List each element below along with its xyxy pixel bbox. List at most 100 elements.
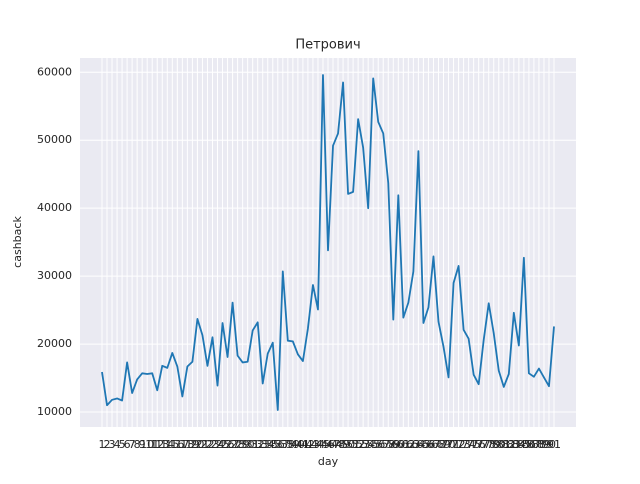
x-tick-label: 76 (472, 438, 486, 451)
x-tick-label: 58 (381, 438, 395, 451)
x-tick-label: 18 (180, 438, 194, 451)
x-tick-label: 59 (386, 438, 400, 451)
x-tick-label: 33 (256, 438, 270, 451)
x-tick-label: 85 (517, 438, 531, 451)
x-tick-label: 13 (155, 438, 169, 451)
x-tick-label: 27 (226, 438, 240, 451)
x-tick-label: 14 (160, 438, 174, 451)
x-tick-label: 37 (276, 438, 290, 451)
x-tick-label: 40 (291, 438, 305, 451)
x-tick-label: 51 (346, 438, 360, 451)
x-tick-label: 60 (391, 438, 405, 451)
x-tick-label: 43 (306, 438, 320, 451)
x-tick-label: 77 (477, 438, 491, 451)
x-tick-label: 79 (487, 438, 501, 451)
x-tick-label: 84 (512, 438, 526, 451)
x-tick-label: 44 (311, 438, 325, 451)
x-tick-label: 81 (497, 438, 511, 451)
x-tick-label: 74 (462, 438, 476, 451)
y-tick-label: 30000 (37, 269, 72, 282)
x-tick-label: 45 (316, 438, 330, 451)
x-tick-label: 5 (119, 438, 126, 451)
x-tick-label: 89 (537, 438, 551, 451)
x-tick-label: 20 (190, 438, 204, 451)
x-tick-label: 48 (331, 438, 345, 451)
x-tick-label: 80 (492, 438, 506, 451)
x-tick-label: 32 (251, 438, 265, 451)
x-tick-label: 36 (271, 438, 285, 451)
x-tick-label: 17 (175, 438, 189, 451)
chart-title: Петрович (295, 38, 360, 53)
x-tick-label: 25 (216, 438, 230, 451)
x-tick-label: 63 (406, 438, 420, 451)
y-tick-label: 50000 (37, 133, 72, 146)
x-tick-label: 69 (437, 438, 451, 451)
x-tick-label: 83 (507, 438, 521, 451)
x-tick-label: 42 (301, 438, 315, 451)
x-tick-label: 30 (241, 438, 255, 451)
x-tick-label: 86 (522, 438, 536, 451)
x-tick-label: 15 (165, 438, 179, 451)
x-tick-label: 35 (266, 438, 280, 451)
x-tick-label: 88 (532, 438, 546, 451)
x-tick-label: 50 (341, 438, 355, 451)
x-tick-label: 8 (134, 438, 141, 451)
x-tick-label: 3 (109, 438, 116, 451)
y-tick-label: 10000 (37, 405, 72, 418)
x-tick-label: 34 (261, 438, 275, 451)
x-tick-label: 70 (442, 438, 456, 451)
x-tick-label: 57 (376, 438, 390, 451)
x-tick-label: 1 (99, 438, 106, 451)
x-tick-label: 90 (542, 438, 556, 451)
x-tick-label: 12 (150, 438, 164, 451)
x-tick-label: 23 (205, 438, 219, 451)
x-tick-label: 78 (482, 438, 496, 451)
x-tick-label: 38 (281, 438, 295, 451)
x-tick-label: 10 (140, 438, 154, 451)
y-tick-label: 40000 (37, 201, 72, 214)
x-tick-label: 11 (145, 438, 159, 451)
x-tick-label: 21 (195, 438, 209, 451)
x-tick-label: 68 (431, 438, 445, 451)
x-tick-label: 24 (211, 438, 225, 451)
x-tick-label: 91 (547, 438, 561, 451)
x-tick-label: 47 (326, 438, 340, 451)
x-tick-label: 49 (336, 438, 350, 451)
x-tick-label: 4 (114, 438, 121, 451)
x-tick-label: 71 (447, 438, 461, 451)
x-tick-label: 7 (129, 438, 136, 451)
x-tick-label: 64 (411, 438, 425, 451)
x-tick-label: 41 (296, 438, 310, 451)
x-tick-label: 2 (104, 438, 111, 451)
x-tick-label: 6 (124, 438, 131, 451)
y-axis-label: cashback (11, 216, 24, 268)
x-tick-label: 87 (527, 438, 541, 451)
x-tick-label: 31 (246, 438, 260, 451)
x-axis-label: day (318, 455, 339, 468)
x-tick-label: 75 (467, 438, 481, 451)
x-tick-label: 22 (200, 438, 214, 451)
x-tick-label: 67 (426, 438, 440, 451)
x-tick-label: 65 (416, 438, 430, 451)
x-tick-label: 82 (502, 438, 516, 451)
x-tick-label: 73 (457, 438, 471, 451)
x-tick-label: 28 (231, 438, 245, 451)
x-tick-label: 72 (452, 438, 466, 451)
x-tick-label: 52 (351, 438, 365, 451)
x-tick-label: 62 (401, 438, 415, 451)
x-tick-label: 61 (396, 438, 410, 451)
x-tick-label: 56 (371, 438, 385, 451)
x-tick-label: 66 (421, 438, 435, 451)
x-tick-label: 54 (361, 438, 375, 451)
x-tick-label: 55 (366, 438, 380, 451)
x-tick-label: 16 (170, 438, 184, 451)
x-tick-label: 26 (221, 438, 235, 451)
x-tick-label: 39 (286, 438, 300, 451)
y-tick-label: 20000 (37, 337, 72, 350)
x-tick-label: 19 (185, 438, 199, 451)
y-tick-label: 60000 (37, 65, 72, 78)
line-series (101, 74, 555, 411)
x-tick-label: 46 (321, 438, 335, 451)
x-tick-label: 53 (356, 438, 370, 451)
